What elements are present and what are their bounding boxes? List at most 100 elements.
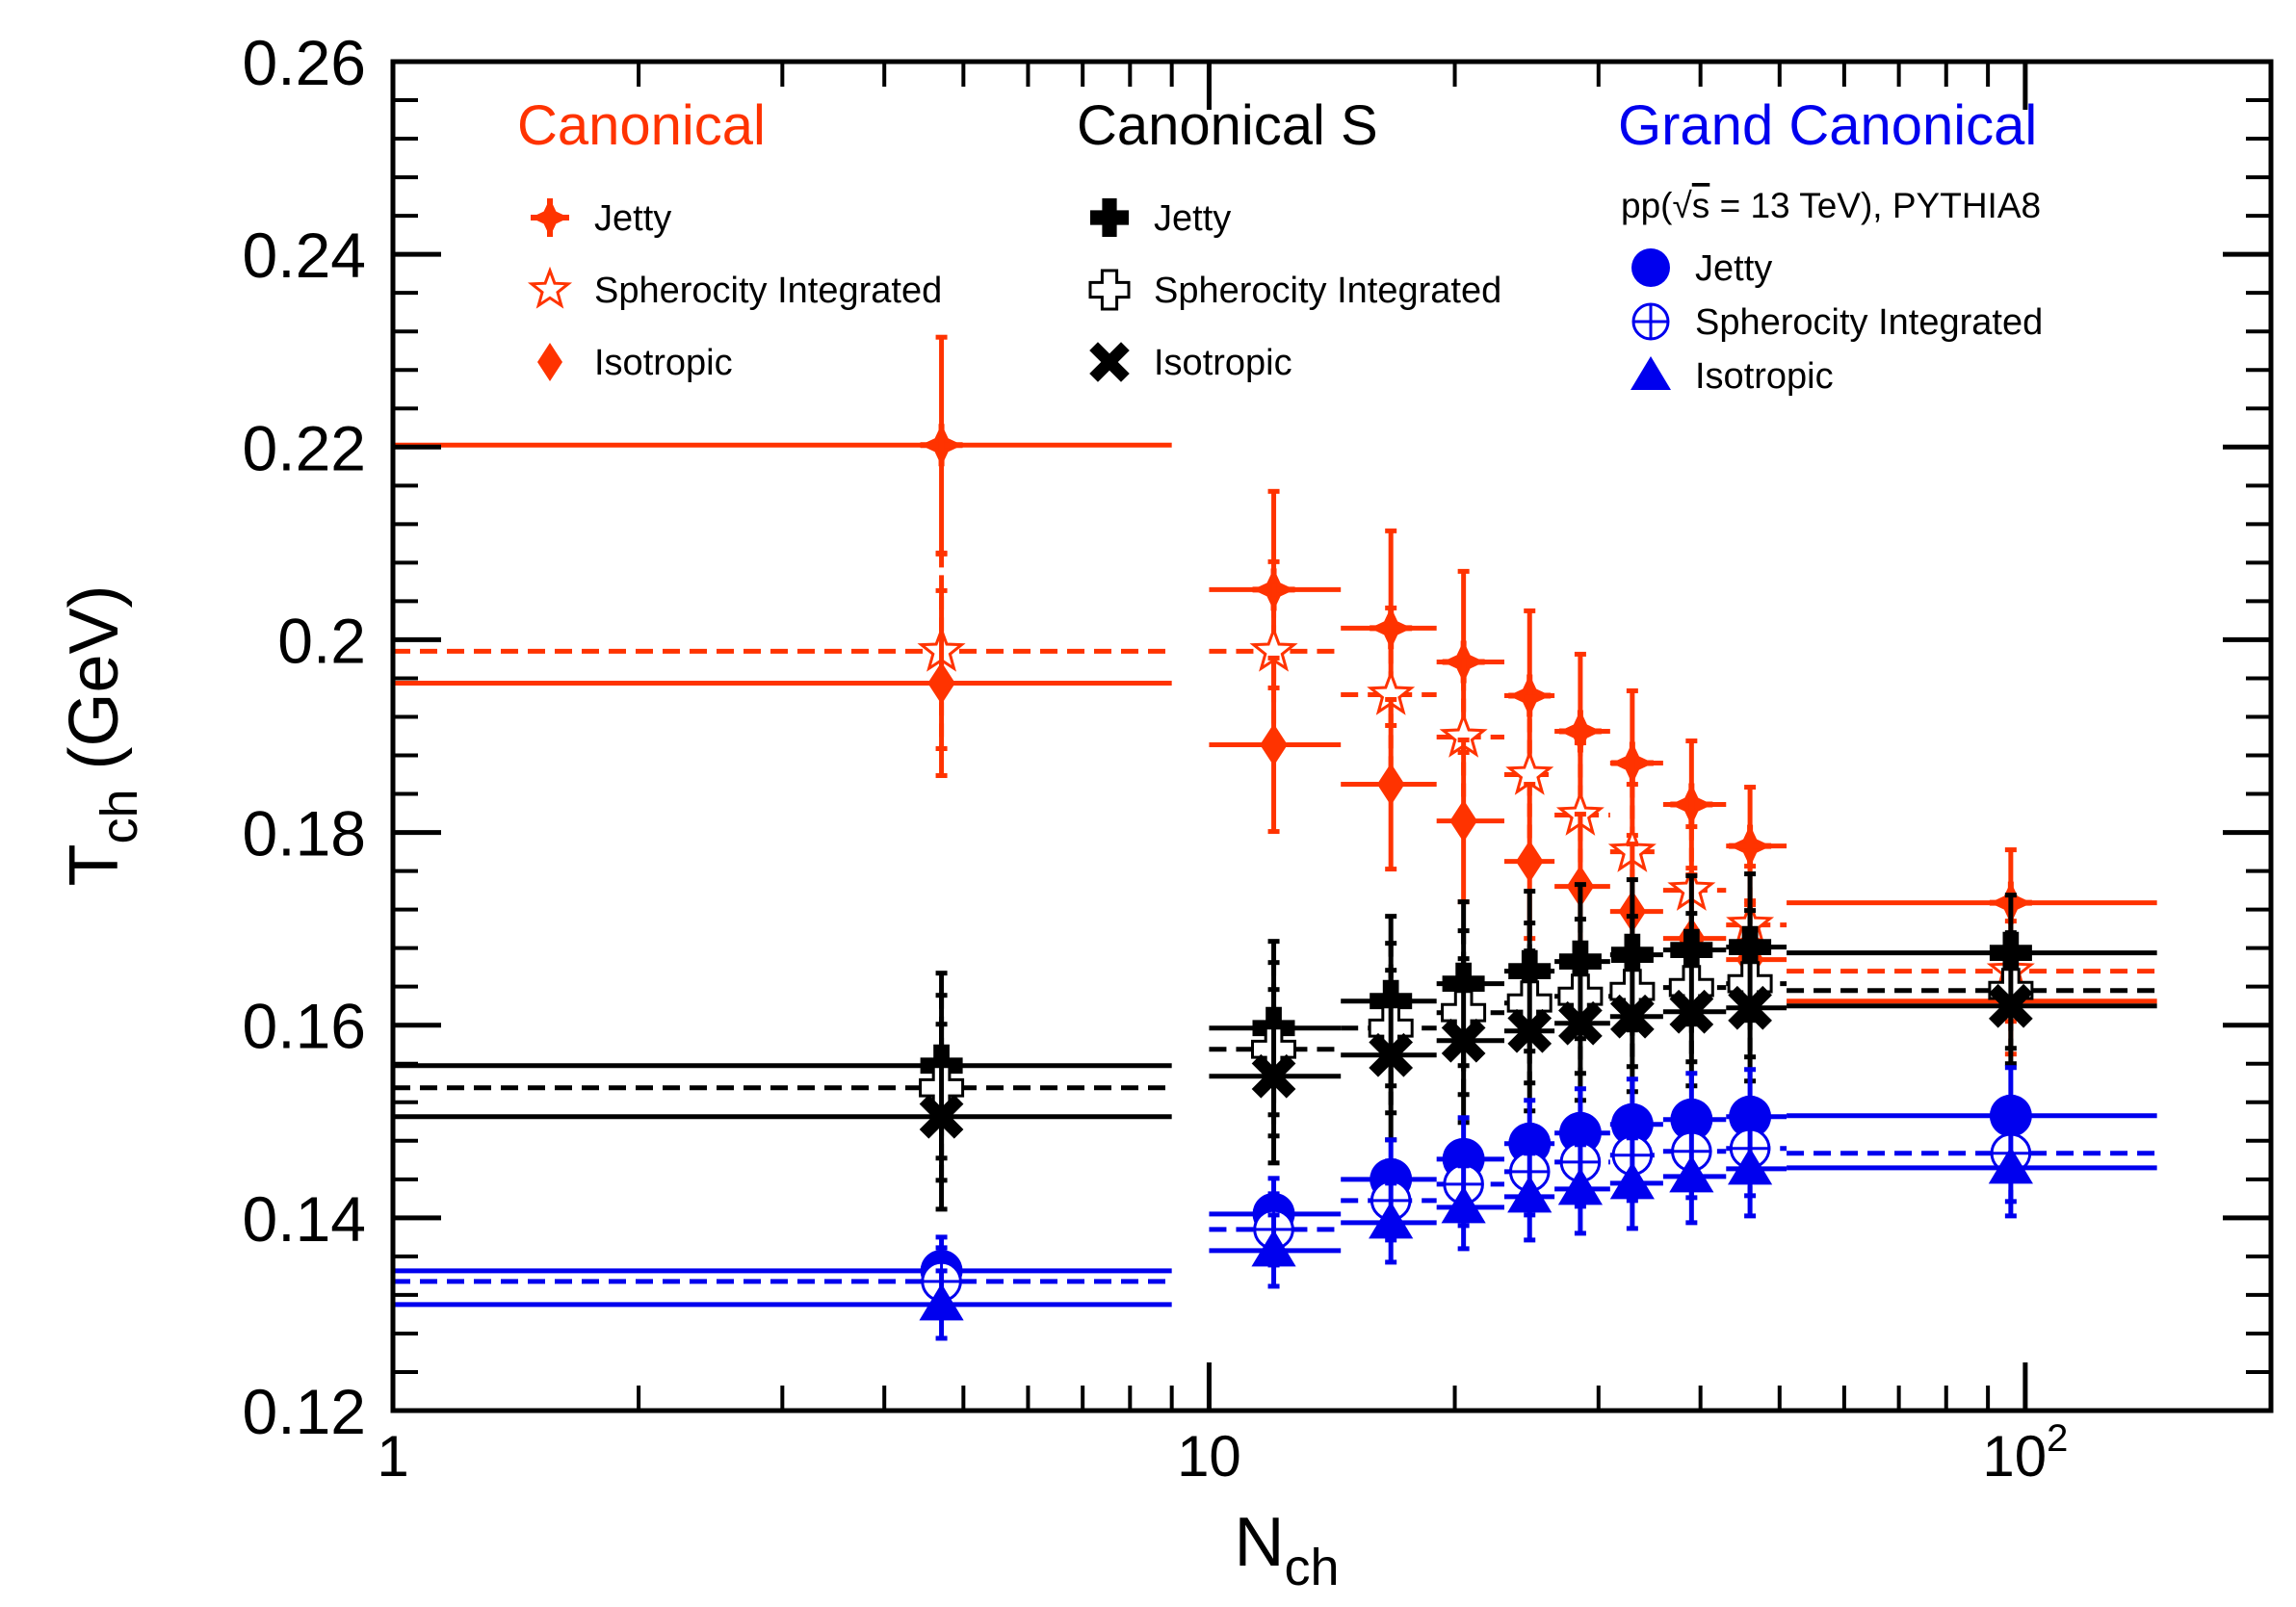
legend-subtitle-post: = 13 TeV), PYTHIA8 bbox=[1709, 186, 2041, 225]
point-s8-5 bbox=[1557, 1167, 1604, 1205]
point-s2-4-shape bbox=[1515, 840, 1544, 883]
x-axis-label-sub: ch bbox=[1284, 1539, 1339, 1596]
point-s8-8-shape bbox=[1727, 1147, 1773, 1185]
xtick-label-1: 10 bbox=[1177, 1424, 1241, 1489]
point-s5-2 bbox=[1369, 1032, 1414, 1077]
point-s5-8 bbox=[1728, 985, 1772, 1030]
point-s2-0-shape bbox=[927, 661, 955, 705]
point-s5-4 bbox=[1507, 1008, 1552, 1053]
point-s2-2-shape bbox=[1376, 763, 1405, 806]
point-s8-2-shape bbox=[1369, 1201, 1414, 1239]
ytick-label-7: 0.26 bbox=[243, 27, 366, 98]
point-s5-7-stroke-b bbox=[1669, 989, 1714, 1034]
point-s5-8-stroke-b bbox=[1728, 985, 1772, 1030]
legend-marker-6 bbox=[1631, 248, 1670, 287]
legend-label-4: Spherocity Integrated bbox=[1154, 271, 1501, 311]
legend-marker-4-shape bbox=[1088, 269, 1131, 311]
legend-title-1: Canonical S bbox=[1077, 94, 1378, 157]
point-s8-0-shape bbox=[919, 1283, 964, 1321]
axis-ticks: 0.120.140.160.180.20.220.240.261 10 102 bbox=[243, 27, 2271, 1489]
point-s2-3 bbox=[1449, 799, 1477, 842]
ytick-label-5: 0.22 bbox=[243, 412, 366, 483]
point-s8-1-shape bbox=[1251, 1229, 1296, 1267]
point-s8-4-shape bbox=[1507, 1175, 1552, 1213]
point-s8-3 bbox=[1441, 1185, 1486, 1224]
legend-marker-5-stroke-b bbox=[1089, 342, 1130, 382]
legend-marker-3 bbox=[1090, 198, 1129, 237]
legend-marker-4 bbox=[1088, 269, 1131, 311]
legend-subtitle-root-sign: √ bbox=[1672, 186, 1692, 225]
legend-marker-8 bbox=[1631, 356, 1671, 390]
legend-label-8: Isotropic bbox=[1695, 356, 1834, 397]
legend-marker-2 bbox=[537, 343, 562, 381]
legend-title-0: Canonical bbox=[517, 94, 766, 157]
legend-label-2: Isotropic bbox=[594, 343, 733, 383]
legend-label-0: Jetty bbox=[594, 198, 671, 239]
legend-marker-1-shape bbox=[527, 266, 573, 309]
point-s0-0 bbox=[920, 424, 963, 467]
y-axis-label-main: T bbox=[56, 844, 133, 887]
data-layer bbox=[393, 334, 2157, 1341]
legend: Canonical Jetty Spherocity Integrated Isotr… bbox=[517, 94, 2043, 397]
x-axis-label-main: N bbox=[1234, 1504, 1284, 1581]
point-s5-1 bbox=[1251, 1053, 1296, 1099]
ytick-label-2: 0.16 bbox=[243, 991, 366, 1062]
xtick-label-2: 102 bbox=[1982, 1417, 2068, 1489]
point-s8-6 bbox=[1609, 1161, 1655, 1200]
point-s2-0 bbox=[927, 661, 955, 705]
y-axis-label-unit: (GeV) bbox=[56, 584, 133, 789]
ytick-label-0: 0.12 bbox=[243, 1376, 366, 1447]
point-s5-9 bbox=[1989, 983, 2033, 1028]
point-s5-1-stroke-b bbox=[1251, 1053, 1296, 1099]
point-s5-6-stroke-b bbox=[1609, 994, 1655, 1039]
point-s6-7-shape bbox=[1670, 1098, 1713, 1141]
point-s6-8 bbox=[1729, 1095, 1772, 1138]
legend-label-5: Isotropic bbox=[1154, 343, 1292, 383]
point-s2-1-shape bbox=[1260, 723, 1288, 766]
point-s8-0 bbox=[919, 1283, 964, 1321]
point-s5-5-stroke-b bbox=[1558, 1000, 1603, 1046]
point-s5-6 bbox=[1609, 994, 1655, 1039]
y-axis-label: Tch (GeV) bbox=[56, 584, 148, 886]
legend-label-1: Spherocity Integrated bbox=[594, 271, 942, 311]
point-s8-4 bbox=[1507, 1175, 1552, 1213]
legend-marker-8-shape bbox=[1631, 356, 1671, 390]
legend-group-0: Canonical Jetty Spherocity Integrated Isotr… bbox=[517, 94, 942, 383]
xtick-label-base-2: 10 bbox=[1982, 1424, 2047, 1489]
point-s5-7 bbox=[1669, 989, 1714, 1034]
point-s8-2 bbox=[1369, 1201, 1414, 1239]
legend-label-7: Spherocity Integrated bbox=[1695, 302, 2043, 343]
ytick-label-3: 0.18 bbox=[243, 798, 366, 869]
legend-subtitle: pp(√s = 13 TeV), PYTHIA8 bbox=[1621, 186, 2041, 225]
point-s2-4 bbox=[1515, 840, 1544, 883]
point-s5-0 bbox=[919, 1094, 964, 1139]
point-s6-6 bbox=[1610, 1102, 1654, 1146]
point-s2-2 bbox=[1376, 763, 1405, 806]
point-s8-3-shape bbox=[1441, 1185, 1486, 1224]
point-s5-0-stroke-b bbox=[919, 1094, 964, 1139]
point-s0-6 bbox=[1610, 741, 1654, 785]
legend-title-2: Grand Canonical bbox=[1618, 94, 2037, 157]
point-s6-5-shape bbox=[1558, 1111, 1602, 1154]
plot-frame bbox=[390, 59, 2274, 1413]
legend-marker-5 bbox=[1089, 342, 1130, 382]
legend-group-2: Grand Canonical pp(√s = 13 TeV), PYTHIA8 J… bbox=[1618, 94, 2043, 397]
legend-subtitle-root: s bbox=[1692, 186, 1710, 225]
point-s5-2-stroke-b bbox=[1369, 1032, 1414, 1077]
series-8 bbox=[393, 1117, 2157, 1341]
point-s8-9-shape bbox=[1988, 1146, 2033, 1184]
legend-marker-1 bbox=[527, 266, 573, 309]
point-s6-8-shape bbox=[1729, 1095, 1772, 1138]
point-s5-9-stroke-b bbox=[1989, 983, 2033, 1028]
xtick-label-exp-2: 2 bbox=[2047, 1417, 2068, 1460]
point-s8-1 bbox=[1251, 1229, 1296, 1267]
series-5 bbox=[393, 932, 2157, 1212]
point-s0-7 bbox=[1670, 783, 1713, 826]
legend-marker-3-shape bbox=[1090, 198, 1129, 237]
point-s8-5-shape bbox=[1557, 1167, 1604, 1205]
y-axis-label-sub: ch bbox=[91, 790, 148, 844]
legend-marker-6-shape bbox=[1631, 248, 1670, 287]
legend-marker-2-shape bbox=[537, 343, 562, 381]
legend-marker-0 bbox=[531, 198, 569, 237]
